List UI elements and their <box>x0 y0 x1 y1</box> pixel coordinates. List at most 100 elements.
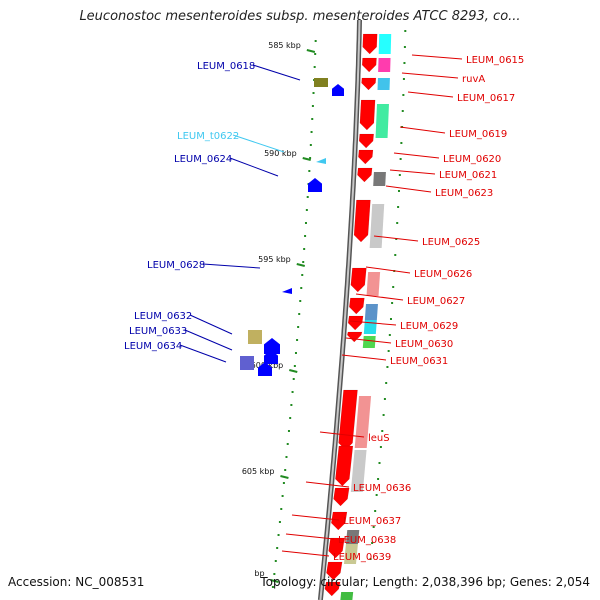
scale-dot <box>278 521 281 523</box>
gene-label-forward: LEUM_0638 <box>338 535 396 546</box>
scale-dot <box>302 261 305 263</box>
gene-label-forward: LEUM_0626 <box>414 269 472 280</box>
gene-arrow-forward <box>362 33 378 55</box>
scale-dot <box>290 404 293 406</box>
scale-dot <box>311 105 314 107</box>
cog-box <box>362 336 376 348</box>
label-leader <box>393 152 440 159</box>
gene-label-forward: LEUM_0625 <box>422 237 480 248</box>
gene-label-reverse: LEUM_t0622 <box>177 131 239 142</box>
label-leader <box>285 533 335 540</box>
scale-dot-outer <box>396 222 399 224</box>
scale-dot-outer <box>403 62 406 64</box>
label-leader <box>184 329 233 351</box>
gene-label-forward: LEUM_0615 <box>466 55 524 66</box>
scale-dot <box>314 53 317 55</box>
scale-tick <box>302 157 311 161</box>
scale-dot-outer <box>402 94 405 96</box>
scale-dot-outer <box>397 206 400 208</box>
label-leader <box>229 157 279 177</box>
scale-dot <box>289 417 292 419</box>
gene-label-forward: LEUM_0629 <box>400 321 458 332</box>
gene-arrow-forward <box>359 99 376 131</box>
scale-dot <box>314 40 317 42</box>
scale-dot <box>274 560 277 562</box>
gene-label-forward: LEUM_0627 <box>407 296 465 307</box>
gene-arrow-forward <box>326 561 343 581</box>
gene-arrow-forward <box>353 199 371 243</box>
accession-text: Accession: NC_008531 <box>8 575 144 589</box>
gene-label-forward: LEUM_0630 <box>395 339 453 350</box>
scale-dot <box>309 144 312 146</box>
scale-dot <box>313 66 316 68</box>
scale-dot-outer <box>400 142 403 144</box>
scale-dot-outer <box>401 110 404 112</box>
scale-dot-outer <box>403 46 406 48</box>
label-leader <box>291 514 340 521</box>
scale-dot-outer <box>382 414 385 416</box>
label-leader <box>319 431 365 438</box>
label-leader <box>373 235 419 242</box>
scale-dot <box>300 287 303 289</box>
label-leader <box>401 72 459 79</box>
scale-dot <box>299 300 302 302</box>
scale-dot-outer <box>369 558 372 560</box>
gene-label-forward: LEUM_0639 <box>333 552 391 563</box>
cog-box <box>378 58 391 72</box>
scale-dot <box>305 209 308 211</box>
scale-tick <box>270 579 279 583</box>
gene-arrow-forward <box>357 167 373 183</box>
gene-arrow-forward <box>349 297 365 315</box>
label-leader <box>365 266 411 274</box>
gene-label-forward: ruvA <box>462 74 485 85</box>
scale-tick <box>296 263 306 267</box>
scale-dot-outer <box>378 462 381 464</box>
cog-box-reverse <box>240 356 254 370</box>
gene-label-forward: leuS <box>368 433 390 444</box>
scale-dot <box>281 495 284 497</box>
scale-dot-outer <box>386 366 389 368</box>
gene-arrow-reverse <box>264 338 280 354</box>
label-leader <box>202 263 261 269</box>
cog-box <box>373 172 386 186</box>
gene-arrow-forward <box>328 537 345 559</box>
scale-dot <box>286 443 289 445</box>
scale-dot-outer <box>387 350 390 352</box>
gene-arrow-forward <box>347 315 364 331</box>
backbone-highlight <box>319 19 361 600</box>
scale-dot <box>271 586 274 588</box>
trna-marker <box>316 158 326 164</box>
scale-dot-outer <box>383 398 386 400</box>
scale-dot-outer <box>392 286 395 288</box>
scale-dot <box>306 196 309 198</box>
scale-dot <box>273 573 276 575</box>
scale-dot-outer <box>374 510 377 512</box>
cog-box <box>375 104 389 138</box>
label-leader <box>189 314 233 335</box>
label-leader <box>411 54 463 60</box>
gene-label-reverse: LEUM_0624 <box>174 154 232 165</box>
scale-dot <box>287 430 290 432</box>
gene-label-reverse: LEUM_0634 <box>124 341 182 352</box>
scale-dot-outer <box>379 446 382 448</box>
scale-dot <box>294 352 297 354</box>
gene-label-reverse: LEUM_0618 <box>197 61 255 72</box>
scale-dot-outer <box>371 542 374 544</box>
scale-dot-outer <box>375 494 378 496</box>
label-leader <box>355 293 404 301</box>
scale-dot <box>296 339 299 341</box>
label-leader <box>385 185 432 193</box>
label-leader <box>179 344 227 363</box>
cog-box <box>340 592 354 600</box>
cog-box <box>350 450 367 492</box>
map-title: Leuconostoc mesenteroides subsp. mesente… <box>79 9 521 24</box>
scale-dot <box>293 365 296 367</box>
label-leader <box>399 126 446 134</box>
label-leader <box>349 320 397 326</box>
scale-dot-outer <box>404 30 407 32</box>
gene-label-reverse: LEUM_0628 <box>147 260 205 271</box>
scale-dot <box>304 222 307 224</box>
scale-label: 585 kbp <box>268 41 301 50</box>
scale-dot <box>277 534 280 536</box>
scale-dot <box>291 391 294 393</box>
